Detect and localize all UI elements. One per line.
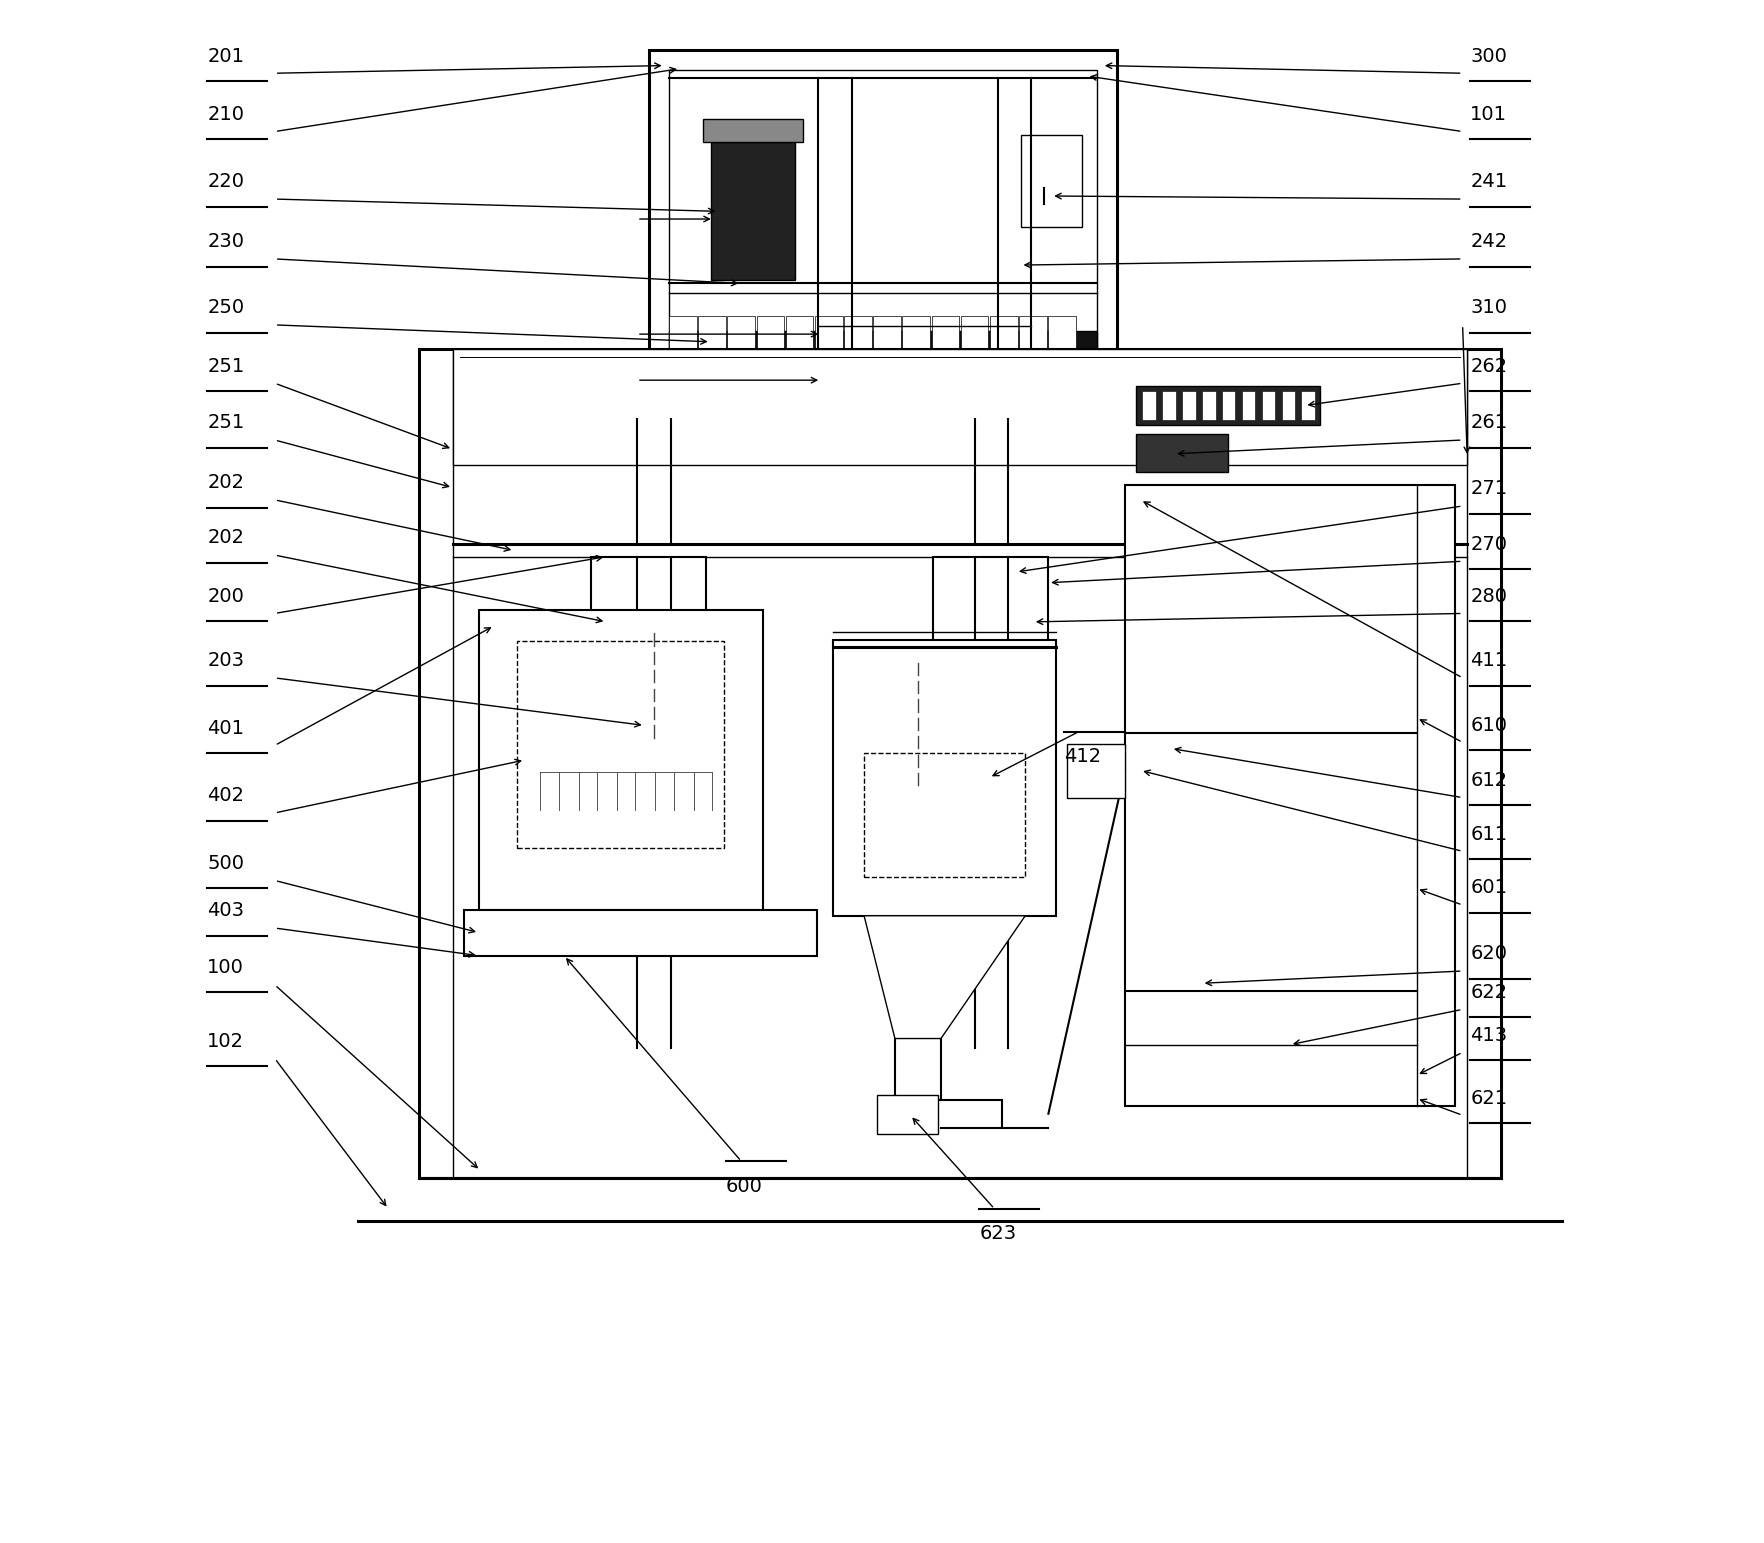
Bar xyxy=(864,753,1025,878)
Text: 413: 413 xyxy=(1469,1026,1506,1045)
Bar xyxy=(843,316,871,349)
Text: 611: 611 xyxy=(1469,824,1506,844)
Text: 621: 621 xyxy=(1469,1089,1506,1108)
Bar xyxy=(1124,485,1454,1106)
Text: 601: 601 xyxy=(1469,878,1506,898)
Text: 280: 280 xyxy=(1469,586,1506,606)
Bar xyxy=(702,119,803,142)
Bar xyxy=(649,51,1117,418)
Bar xyxy=(669,332,1097,376)
Bar xyxy=(669,316,697,349)
Text: 412: 412 xyxy=(1064,747,1101,765)
Bar xyxy=(1281,390,1295,420)
Text: 622: 622 xyxy=(1469,983,1506,1001)
Bar xyxy=(990,316,1018,349)
Text: 251: 251 xyxy=(206,414,245,432)
Text: 101: 101 xyxy=(1469,105,1506,123)
Text: 202: 202 xyxy=(206,528,243,548)
Bar xyxy=(1221,390,1235,420)
Text: 200: 200 xyxy=(206,586,243,606)
Bar xyxy=(901,316,930,349)
Text: 310: 310 xyxy=(1469,298,1506,318)
Bar xyxy=(1240,390,1254,420)
Text: 620: 620 xyxy=(1469,944,1506,963)
Text: 220: 220 xyxy=(206,173,243,191)
Text: 600: 600 xyxy=(725,1177,762,1196)
Text: 610: 610 xyxy=(1469,716,1506,734)
Text: 202: 202 xyxy=(206,474,243,492)
Text: 261: 261 xyxy=(1469,414,1506,432)
Text: 201: 201 xyxy=(206,46,243,65)
Bar xyxy=(1134,386,1319,424)
Bar xyxy=(517,640,723,849)
Bar xyxy=(699,316,725,349)
Bar xyxy=(418,349,1499,1179)
Text: 241: 241 xyxy=(1469,173,1506,191)
Bar xyxy=(591,557,706,687)
Bar xyxy=(757,316,783,349)
Text: 403: 403 xyxy=(206,901,243,920)
Text: 251: 251 xyxy=(206,356,245,375)
Text: 100: 100 xyxy=(206,958,243,977)
Bar xyxy=(933,557,1048,687)
Text: 300: 300 xyxy=(1469,46,1506,65)
Text: 262: 262 xyxy=(1469,356,1506,375)
Bar xyxy=(1261,390,1275,420)
Bar xyxy=(1300,390,1314,420)
Bar xyxy=(669,69,1097,398)
Text: 623: 623 xyxy=(979,1224,1016,1244)
Bar xyxy=(711,142,794,281)
Text: 203: 203 xyxy=(206,651,243,670)
Bar xyxy=(873,316,900,349)
Text: 230: 230 xyxy=(206,233,243,252)
Text: 242: 242 xyxy=(1469,233,1506,252)
Bar xyxy=(1161,390,1175,420)
Text: 271: 271 xyxy=(1469,480,1506,498)
Text: 500: 500 xyxy=(206,853,243,873)
Bar xyxy=(1134,434,1228,472)
Bar xyxy=(1141,390,1155,420)
Bar xyxy=(785,316,813,349)
Text: 402: 402 xyxy=(206,787,243,805)
Bar xyxy=(877,1096,937,1134)
Bar xyxy=(1201,390,1215,420)
Bar xyxy=(1065,744,1124,798)
Text: 250: 250 xyxy=(206,298,243,318)
Bar xyxy=(1182,390,1194,420)
Bar xyxy=(1018,316,1046,349)
Text: 401: 401 xyxy=(206,719,243,738)
Bar xyxy=(931,316,958,349)
Bar xyxy=(453,349,1466,464)
Text: 270: 270 xyxy=(1469,534,1506,554)
Text: 102: 102 xyxy=(206,1032,243,1051)
Bar xyxy=(1048,316,1076,349)
Bar xyxy=(478,611,762,910)
Bar xyxy=(1020,134,1081,227)
Bar xyxy=(960,316,988,349)
Bar xyxy=(464,910,817,955)
Text: 411: 411 xyxy=(1469,651,1506,670)
Bar xyxy=(815,316,841,349)
Text: 612: 612 xyxy=(1469,772,1506,790)
Bar xyxy=(727,316,755,349)
Polygon shape xyxy=(864,915,1025,1038)
Bar xyxy=(833,639,1055,915)
Text: 210: 210 xyxy=(206,105,243,123)
